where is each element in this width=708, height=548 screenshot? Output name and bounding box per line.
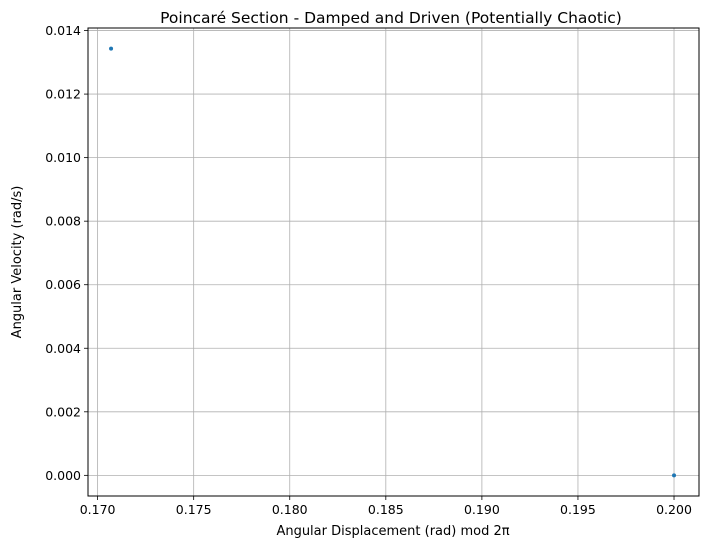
scatter-point (109, 46, 114, 51)
y-tick-label: 0.006 (45, 277, 81, 292)
y-tick-label: 0.000 (45, 468, 81, 483)
scatter-points (109, 46, 677, 478)
x-tick-label: 0.185 (368, 502, 404, 517)
grid-lines (88, 28, 699, 496)
x-tick-label: 0.190 (464, 502, 500, 517)
plot-area-frame (87, 27, 700, 497)
x-axis-ticks: 0.170 0.175 0.180 0.185 0.190 0.195 0.200 (80, 496, 692, 517)
chart-title: Poincaré Section - Damped and Driven (Po… (160, 9, 622, 27)
x-tick-label: 0.175 (176, 502, 212, 517)
y-tick-label: 0.008 (45, 214, 81, 229)
y-tick-label: 0.002 (45, 404, 81, 419)
y-tick-label: 0.014 (45, 23, 81, 38)
y-axis-ticks: 0.000 0.002 0.004 0.006 0.008 0.010 0.012 0.014 (45, 23, 88, 483)
y-axis-label: Angular Velocity (rad/s) (10, 186, 25, 339)
x-axis-label: Angular Displacement (rad) mod 2π (276, 524, 509, 539)
y-tick-label: 0.004 (45, 341, 81, 356)
x-tick-label: 0.170 (80, 502, 116, 517)
y-tick-label: 0.012 (45, 87, 81, 102)
x-tick-label: 0.195 (560, 502, 596, 517)
x-tick-label: 0.200 (656, 502, 692, 517)
x-tick-label: 0.180 (272, 502, 308, 517)
scatter-point (672, 473, 677, 478)
y-tick-label: 0.010 (45, 150, 81, 165)
